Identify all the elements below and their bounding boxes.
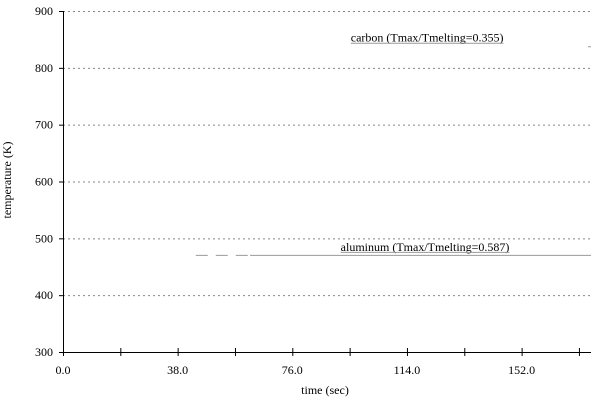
annotations: carbon (Tmax/Tmelting=0.355) aluminum (Tm… xyxy=(340,31,510,254)
y-tick-label: 600 xyxy=(35,175,53,189)
axes xyxy=(59,11,591,356)
x-tick-label: 0.0 xyxy=(56,363,71,377)
y-tick-label: 700 xyxy=(35,118,53,132)
y-tick-label: 500 xyxy=(35,231,53,245)
annotation-0: carbon (Tmax/Tmelting=0.355) xyxy=(351,31,504,45)
gridlines xyxy=(63,11,591,297)
x-tick-label: 114.0 xyxy=(394,363,421,377)
y-tick-label: 900 xyxy=(35,4,53,18)
x-tick-label: 38.0 xyxy=(167,363,188,377)
x-axis-title: time (sec) xyxy=(301,383,349,397)
series-lines xyxy=(195,46,591,256)
y-tick-label: 400 xyxy=(35,288,53,302)
y-tick-label: 300 xyxy=(35,345,53,359)
x-tick-label: 152.0 xyxy=(508,363,535,377)
y-tick-label: 800 xyxy=(35,61,53,75)
tick-labels: 300 400 500 600 700 800 900 0.0 38.0 76.0 114.0 152… xyxy=(35,4,535,377)
annotation-1: aluminum (Tmax/Tmelting=0.587) xyxy=(341,240,510,254)
x-tick-label: 76.0 xyxy=(282,363,303,377)
y-axis-title: temperature (K) xyxy=(0,142,14,219)
